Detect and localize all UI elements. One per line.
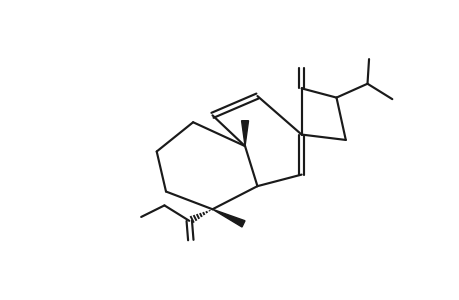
Polygon shape (241, 121, 248, 146)
Polygon shape (212, 209, 245, 227)
